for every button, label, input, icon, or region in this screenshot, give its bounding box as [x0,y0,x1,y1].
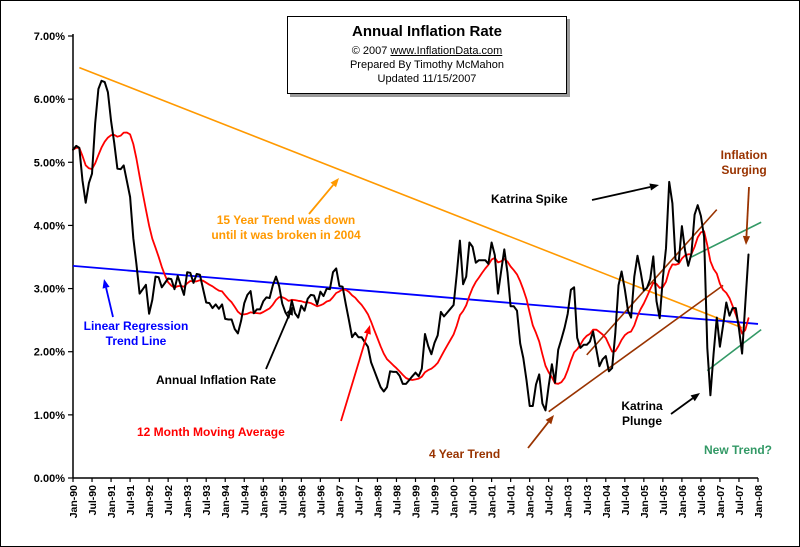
x-tick-label: Jul-95 [277,485,289,516]
arrow-katrina-plunge-head [690,393,700,402]
x-tick-label: Jan-94 [220,485,232,518]
annotation-annual-rate: Annual Inflation Rate [156,373,276,387]
y-tick-label: 0.00% [34,473,65,485]
x-tick-label: Jul-93 [201,485,213,516]
x-tick-label: Jan-91 [106,485,118,518]
x-tick-label: Jul-97 [353,485,365,516]
x-tick-label: Jul-02 [544,485,556,516]
arrow-moving-avg-label-head [363,325,371,335]
annotation-katrina-spike: Katrina Spike [491,192,568,206]
x-tick-label: Jan-05 [639,485,651,518]
chart-title: Annual Inflation Rate [352,23,502,40]
trend-line-4-year-trend-upper- [586,209,718,356]
x-tick-label: Jan-92 [144,485,156,518]
x-tick-label: Jul-01 [506,485,518,516]
arrow-four-year-trend-head [545,415,554,425]
x-tick-label: Jan-08 [753,485,765,518]
y-tick-label: 5.00% [34,157,65,169]
prepared-by: Prepared By Timothy McMahon [349,59,505,71]
arrow-trend-15yr-head [330,178,339,188]
arrow-trend-15yr-shaft [308,184,334,215]
y-tick-label: 7.00% [34,31,65,43]
x-tick-label: Jan-03 [563,485,575,518]
y-tick-label: 1.00% [34,410,65,422]
trend-line-15-year-trend [79,66,743,329]
x-tick-label: Jul-05 [658,485,670,516]
updated-date: Updated 11/15/2007 [377,73,477,85]
annotation-katrina-plunge: Katrina Plunge [621,399,663,428]
arrow-four-year-trend-shaft [527,421,550,449]
x-tick-label: Jul-06 [696,485,708,516]
annotation-15-year-trend: 15 Year Trend was down until it was brok… [211,213,361,242]
x-tick-label: Jan-98 [372,485,384,518]
x-tick-label: Jul-94 [239,485,251,516]
x-tick-label: Jan-97 [334,485,346,518]
x-tick-label: Jul-00 [468,485,480,516]
arrow-linear-regression-shaft [105,287,114,318]
trend-line-4-year-trend-lower- [548,284,724,413]
trend-line-new-trend-lower- [706,328,762,372]
arrow-annual-rate-label-head [286,306,293,316]
arrow-katrina-spike-shaft [591,186,651,201]
x-tick-label: Jan-99 [411,485,423,518]
y-tick-label: 4.00% [34,220,65,232]
arrow-katrina-spike-head [649,183,659,191]
x-tick-label: Jan-96 [296,485,308,518]
arrow-linear-regression-head [102,279,110,289]
x-tick-label: Jul-04 [620,485,632,516]
x-tick-label: Jul-90 [87,485,99,516]
inflationdata-link[interactable]: www.InflationData.com [390,45,503,57]
x-tick-label: Jan-07 [715,485,727,518]
x-tick-label: Jul-98 [391,485,403,516]
x-tick-label: Jul-99 [430,485,442,516]
x-tick-label: Jan-01 [487,485,499,518]
x-tick-label: Jan-06 [677,485,689,518]
annotation-linear-regression: Linear Regression Trend Line [83,319,189,348]
trend-line-new-trend-upper- [691,221,762,258]
annotation-new-trend: New Trend? [704,443,773,457]
arrow-katrina-plunge-shaft [670,397,694,415]
chart-title-box: Annual Inflation Rate © 2007 www.Inflati… [287,16,567,94]
x-tick-label: Jan-93 [182,485,194,518]
arrow-annual-rate-label-shaft [265,313,291,370]
x-tick-label: Jan-02 [525,485,537,518]
annotation-inflation-surging: Inflation Surging [720,148,768,177]
x-tick-label: Jul-91 [125,485,137,516]
annual-inflation-line [72,79,750,412]
x-tick-label: Jan-90 [68,485,80,518]
copyright-line: © 2007 www.InflationData.com [296,45,558,57]
copyright-prefix: © 2007 [351,45,391,57]
arrow-inflation-surging-head [742,235,751,245]
annotation-moving-average: 12 Month Moving Average [137,425,285,439]
y-tick-label: 6.00% [34,94,65,106]
y-tick-label: 2.00% [34,347,65,359]
annotation-4-year-trend: 4 Year Trend [429,447,501,461]
x-tick-label: Jul-96 [315,485,327,516]
arrow-inflation-surging-shaft [745,186,750,237]
x-tick-label: Jul-07 [734,485,746,516]
arrow-moving-avg-label-shaft [340,333,369,422]
x-tick-label: Jan-95 [258,485,270,518]
y-tick-label: 3.00% [34,284,65,296]
x-tick-label: Jan-00 [449,485,461,518]
x-tick-label: Jul-03 [582,485,594,516]
x-tick-label: Jan-04 [601,485,613,518]
x-tick-label: Jul-92 [163,485,175,516]
